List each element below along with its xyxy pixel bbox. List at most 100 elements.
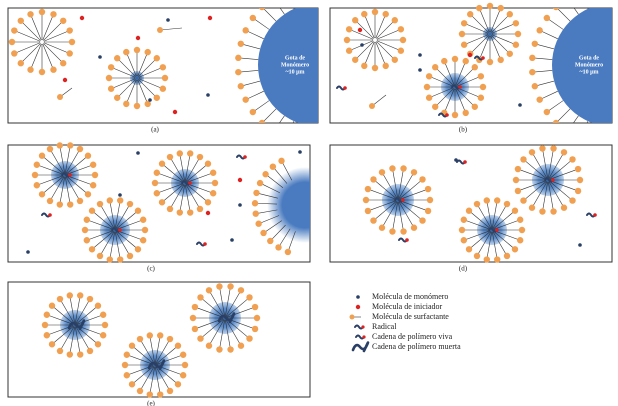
surfactant-head — [205, 199, 211, 205]
surfactant-head — [129, 343, 135, 349]
panel-label: (e) — [147, 400, 155, 406]
surfactant-head — [39, 69, 45, 75]
surfactant-head — [197, 206, 203, 212]
surfactant-head — [461, 217, 467, 223]
surfactant-head — [427, 197, 433, 203]
panel-label: (a) — [151, 126, 159, 134]
surfactant-head — [157, 332, 163, 338]
surfactant-head — [463, 58, 469, 64]
surfactant-head — [238, 41, 244, 47]
surfactant-head — [512, 208, 518, 214]
surfactant-head — [252, 304, 258, 310]
surfactant-head — [513, 177, 519, 183]
surfactant-head — [352, 17, 358, 23]
panel-frame — [8, 282, 310, 397]
surfactant-head — [84, 217, 90, 223]
surfactant-head — [60, 18, 66, 24]
surfactant-tail — [285, 121, 293, 139]
initiator — [63, 78, 67, 82]
surfactant-head — [419, 176, 425, 182]
surfactant-head — [162, 75, 168, 81]
surfactant-head — [459, 227, 465, 233]
panel-label: (b) — [459, 126, 468, 134]
legend-label: Cadena de polímero viva — [372, 332, 453, 341]
surfactant-tail — [579, 121, 587, 139]
surfactant-head — [242, 96, 248, 102]
surfactant-head — [135, 208, 141, 214]
surfactant-head — [259, 120, 265, 126]
surfactant-head — [255, 221, 261, 227]
drop-label: Gota de — [579, 55, 600, 61]
surfactant-head — [346, 48, 352, 54]
radical-end — [551, 178, 555, 182]
surfactant-head — [77, 198, 83, 204]
monomer — [518, 103, 522, 107]
surfactant-head — [106, 75, 112, 81]
surfactant-head — [432, 104, 438, 110]
surfactant-head — [379, 169, 385, 175]
surfactant-head — [544, 15, 550, 21]
surfactant-head — [197, 294, 203, 300]
surfactant-tail — [313, 0, 315, 3]
surfactant-head — [145, 49, 151, 55]
surfactant-head — [107, 256, 113, 262]
surfactant-head — [252, 200, 258, 206]
monomer — [136, 151, 140, 155]
surfactant-head — [154, 170, 160, 176]
surfactant-head — [57, 142, 63, 148]
surfactant-head — [154, 190, 160, 196]
surfactant-head — [425, 208, 431, 214]
radical-end — [495, 228, 499, 232]
surfactant-head — [157, 27, 163, 33]
surfactant-head — [400, 165, 406, 171]
surfactant-head — [39, 153, 45, 159]
surfactant-head — [210, 190, 216, 196]
surfactant-head — [550, 145, 556, 151]
surfactant-head — [182, 362, 188, 368]
surfactant-head — [512, 246, 518, 252]
surfactant-head — [365, 208, 371, 214]
surfactant-head — [238, 83, 244, 89]
diagram: (a)(b)(c)(d)(e)Gota deMonómero~10 μmGota… — [0, 0, 618, 406]
surfactant-head — [167, 154, 173, 160]
surfactant-head — [520, 156, 526, 162]
surfactant-head — [97, 253, 103, 259]
surfactant-head — [515, 31, 521, 37]
surfactant-head — [539, 145, 545, 151]
polymer-chain — [353, 343, 368, 351]
surfactant-head — [114, 55, 120, 61]
surfactant-head — [424, 84, 430, 90]
surfactant-head — [159, 199, 165, 205]
initiator — [80, 16, 84, 20]
surfactant-head — [90, 162, 96, 168]
surfactant-head — [84, 237, 90, 243]
surfactant-head — [175, 381, 181, 387]
surfactant-head — [77, 292, 83, 298]
surfactant-head — [529, 69, 535, 75]
legend-label: Molécula de monómero — [372, 292, 448, 301]
surfactant-head — [187, 209, 193, 215]
surfactant-tail — [593, 0, 598, 5]
surfactant-head — [476, 5, 482, 11]
surfactant-head — [67, 142, 73, 148]
surfactant-head — [441, 58, 447, 64]
legend-label: Molécula de surfactante — [372, 312, 449, 321]
surfactant-head — [57, 348, 63, 354]
radical-end — [463, 160, 467, 164]
surfactant-head — [67, 50, 73, 56]
monomer — [298, 150, 302, 154]
surfactant-head — [576, 136, 582, 142]
surfactant-head — [426, 95, 432, 101]
surfactant-head — [310, 143, 316, 149]
surfactant-head — [517, 217, 523, 223]
surfactant-head — [370, 217, 376, 223]
surfactant-head — [246, 294, 252, 300]
surfactant-head — [389, 228, 395, 234]
surfactant-head — [137, 336, 143, 342]
surfactant-head — [550, 208, 556, 214]
monomer — [206, 93, 210, 97]
surfactant-head — [529, 55, 535, 61]
surfactant-head — [89, 208, 95, 214]
surfactant-head — [515, 166, 521, 172]
surfactant-head — [484, 197, 490, 203]
